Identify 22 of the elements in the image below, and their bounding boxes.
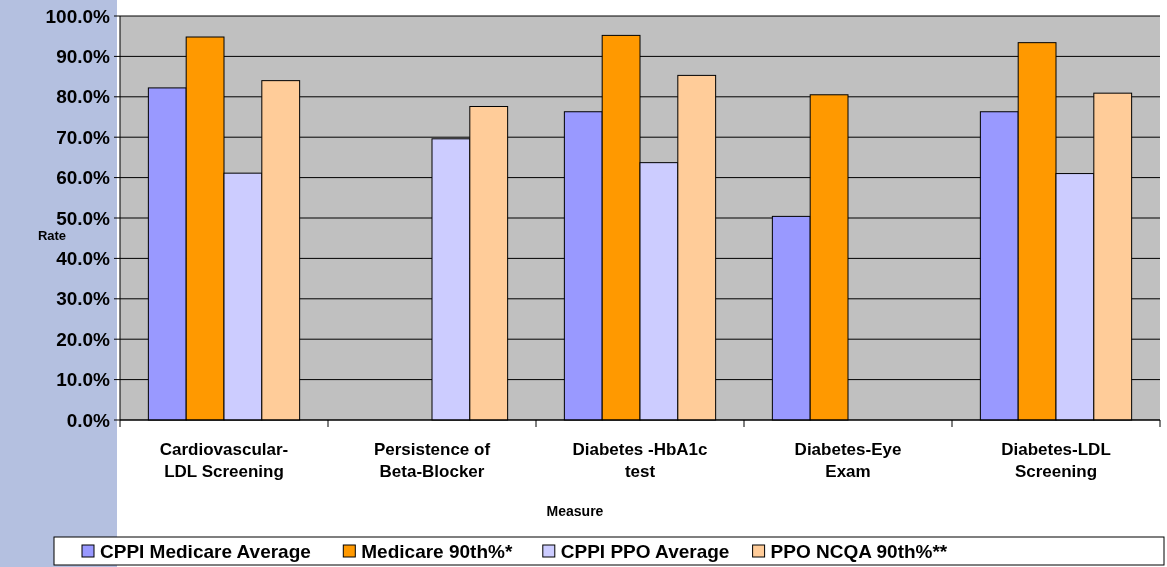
y-tick-label: 30.0% (56, 288, 111, 310)
y-tick-label: 80.0% (56, 86, 111, 108)
y-tick-label: 0.0% (66, 409, 111, 431)
y-tick-label: 100.0% (45, 5, 111, 27)
x-axis-title: Measure (546, 503, 604, 519)
y-axis-title: Rate (37, 228, 67, 243)
y-tick-label: 40.0% (56, 248, 111, 270)
x-tick-label: Persistence of Beta-Blocker (373, 440, 491, 481)
x-tick-label: Diabetes -HbA1c test (572, 440, 708, 481)
y-tick-label: 10.0% (56, 369, 111, 391)
legend-label: CPPI Medicare Average (100, 540, 311, 562)
x-tick-label: Cardiovascular- LDL Screening (159, 440, 289, 481)
legend-label: Medicare 90th%* (361, 540, 513, 562)
y-tick-label: 60.0% (56, 167, 111, 189)
x-tick-label: Diabetes-Eye Exam (794, 440, 902, 481)
y-tick-label: 20.0% (56, 328, 111, 350)
x-tick-label: Diabetes-LDL Screening (1001, 440, 1111, 481)
legend-label: PPO NCQA 90th%** (770, 540, 948, 562)
y-tick-label: 90.0% (56, 46, 111, 68)
y-tick-label: 70.0% (56, 126, 111, 148)
y-tick-label: 50.0% (56, 207, 111, 229)
legend-label: CPPI PPO Average (560, 540, 730, 562)
